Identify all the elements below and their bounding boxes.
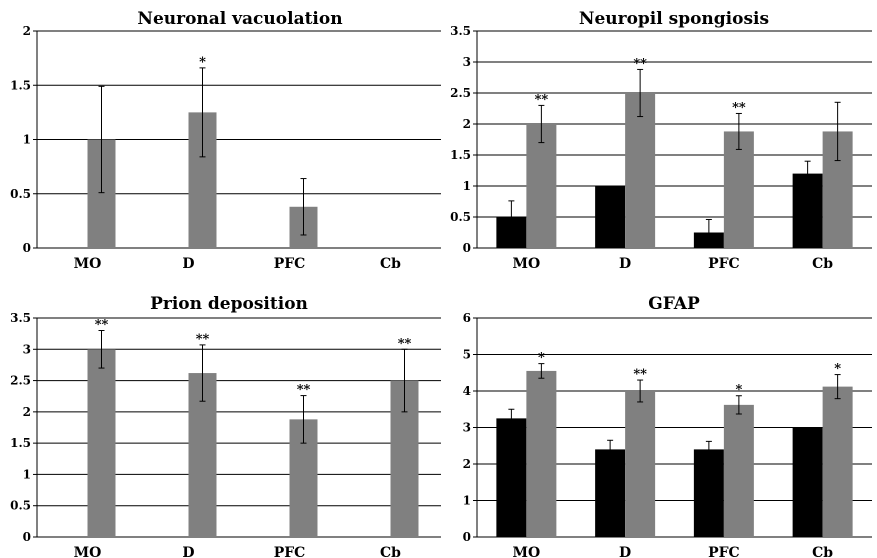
x-tick-label: PFC bbox=[708, 256, 740, 272]
bar bbox=[595, 186, 626, 248]
x-tick-label: MO bbox=[513, 545, 541, 558]
bar bbox=[595, 449, 626, 537]
x-tick-label: Cb bbox=[380, 545, 401, 558]
x-tick-label: D bbox=[619, 256, 631, 272]
chart-prion-deposition: Prion deposition 0 0.5 1 1.5 2 2.5 3 3.5 ** MO ** D… bbox=[10, 294, 441, 558]
chart-title: Neuropil spongiosis bbox=[579, 9, 769, 29]
significance-label: ** bbox=[633, 56, 647, 71]
chart-title: Neuronal vacuolation bbox=[137, 9, 342, 29]
bar bbox=[693, 449, 724, 537]
chart-neuropil-spongiosis: Neuropil spongiosis 0 0.5 1 1.5 2 2.5 3 3.5 ** MO… bbox=[450, 9, 872, 272]
y-tick-label: 0 bbox=[23, 241, 31, 255]
y-tick-label: 3 bbox=[463, 55, 471, 69]
bar bbox=[526, 124, 557, 248]
y-tick-label: 1 bbox=[463, 494, 471, 508]
x-tick-label: Cb bbox=[380, 256, 401, 272]
chart-title: Prion deposition bbox=[150, 294, 308, 314]
bar bbox=[723, 131, 754, 248]
y-tick-label: 0.5 bbox=[10, 187, 31, 201]
y-tick-label: 1.5 bbox=[450, 148, 471, 162]
y-tick-label: 4 bbox=[463, 384, 471, 398]
chart-gfap: GFAP 0 1 2 3 4 5 6 * MO ** D * PFC * Cb bbox=[463, 294, 872, 558]
x-tick-label: D bbox=[619, 545, 631, 558]
bar bbox=[822, 386, 853, 537]
x-tick-label: Cb bbox=[812, 545, 833, 558]
y-tick-label: 1 bbox=[23, 467, 31, 481]
chart-title: GFAP bbox=[648, 294, 700, 314]
y-tick-label: 3 bbox=[463, 421, 471, 435]
y-tick-label: 6 bbox=[463, 311, 471, 325]
x-tick-label: Cb bbox=[812, 256, 833, 272]
x-tick-label: MO bbox=[74, 256, 102, 272]
y-tick-label: 2.5 bbox=[10, 374, 31, 388]
x-tick-label: MO bbox=[513, 256, 541, 272]
bar bbox=[526, 370, 557, 537]
significance-label: * bbox=[199, 55, 206, 70]
significance-label: * bbox=[735, 383, 742, 398]
bar bbox=[625, 391, 656, 537]
significance-label: ** bbox=[196, 332, 210, 347]
bar bbox=[723, 404, 754, 537]
significance-label: * bbox=[538, 351, 545, 366]
y-tick-label: 0.5 bbox=[450, 210, 471, 224]
bar bbox=[792, 427, 823, 537]
x-tick-label: PFC bbox=[708, 545, 740, 558]
y-tick-label: 2 bbox=[23, 405, 31, 419]
y-tick-label: 2 bbox=[23, 24, 31, 38]
y-tick-label: 0 bbox=[463, 530, 471, 544]
y-tick-label: 3 bbox=[23, 342, 31, 356]
significance-label: ** bbox=[297, 383, 311, 398]
y-tick-label: 3.5 bbox=[450, 24, 471, 38]
y-tick-label: 2.5 bbox=[450, 86, 471, 100]
x-tick-label: D bbox=[182, 545, 194, 558]
y-tick-label: 2 bbox=[463, 457, 471, 471]
y-tick-label: 1.5 bbox=[10, 78, 31, 92]
x-tick-label: MO bbox=[74, 545, 102, 558]
y-tick-label: 3.5 bbox=[10, 311, 31, 325]
x-tick-label: PFC bbox=[274, 545, 306, 558]
y-tick-label: 1.5 bbox=[10, 436, 31, 450]
significance-label: ** bbox=[535, 92, 549, 107]
y-tick-label: 1 bbox=[463, 179, 471, 193]
y-tick-label: 5 bbox=[463, 348, 471, 362]
y-tick-label: 2 bbox=[463, 117, 471, 131]
y-tick-label: 0 bbox=[23, 530, 31, 544]
significance-label: ** bbox=[398, 336, 412, 351]
y-tick-label: 1 bbox=[23, 133, 31, 147]
x-tick-label: D bbox=[182, 256, 194, 272]
chart-neuronal-vacuolation: Neuronal vacuolation 0 0.5 1 1.5 2 MO * D PFC Cb bbox=[10, 9, 441, 272]
significance-label: ** bbox=[732, 100, 746, 115]
bar bbox=[87, 349, 116, 537]
significance-label: ** bbox=[95, 318, 109, 333]
significance-label: * bbox=[834, 362, 841, 377]
significance-label: ** bbox=[633, 367, 647, 382]
x-tick-label: PFC bbox=[274, 256, 306, 272]
bar bbox=[496, 418, 527, 537]
y-tick-label: 0 bbox=[463, 241, 471, 255]
y-tick-label: 0.5 bbox=[10, 499, 31, 513]
bar bbox=[625, 93, 656, 248]
